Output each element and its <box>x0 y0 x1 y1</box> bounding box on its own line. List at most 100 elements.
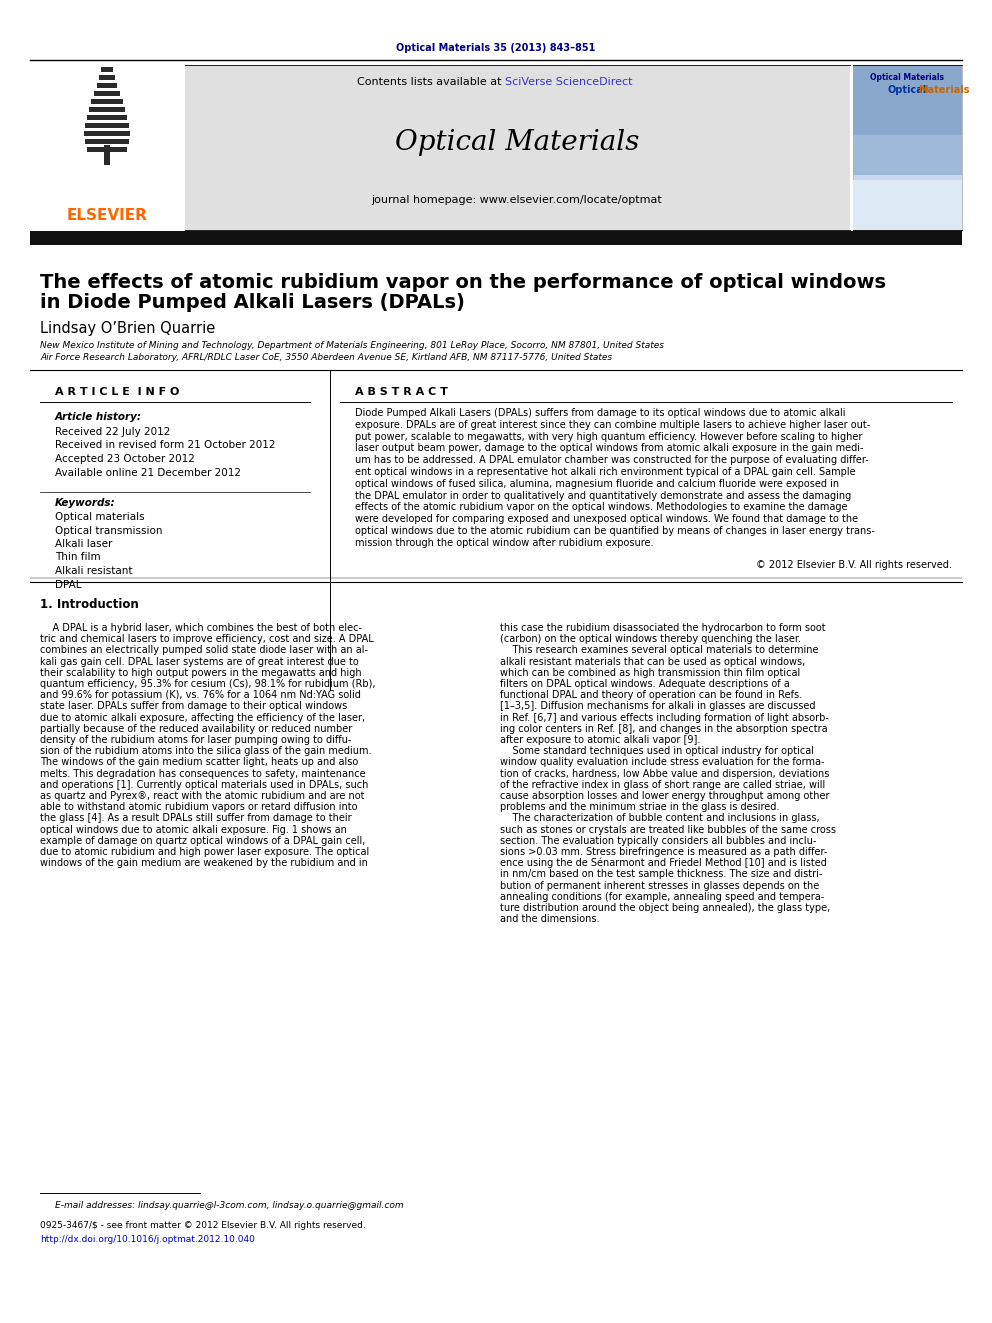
Text: able to withstand atomic rubidium vapors or retard diffusion into: able to withstand atomic rubidium vapors… <box>40 802 357 812</box>
Text: quantum efficiency, 95.3% for cesium (Cs), 98.1% for rubidium (Rb),: quantum efficiency, 95.3% for cesium (Cs… <box>40 679 376 689</box>
Text: kali gas gain cell. DPAL laser systems are of great interest due to: kali gas gain cell. DPAL laser systems a… <box>40 656 359 667</box>
Text: and 99.6% for potassium (K), vs. 76% for a 1064 nm Nd:YAG solid: and 99.6% for potassium (K), vs. 76% for… <box>40 691 361 700</box>
Text: were developed for comparing exposed and unexposed optical windows. We found tha: were developed for comparing exposed and… <box>355 515 858 524</box>
Text: A DPAL is a hybrid laser, which combines the best of both elec-: A DPAL is a hybrid laser, which combines… <box>40 623 362 632</box>
Text: Contents lists available at: Contents lists available at <box>357 77 505 87</box>
Text: annealing conditions (for example, annealing speed and tempera-: annealing conditions (for example, annea… <box>500 892 824 902</box>
Text: optical windows due to the atomic rubidium can be quantified by means of changes: optical windows due to the atomic rubidi… <box>355 527 875 536</box>
Text: laser output beam power, damage to the optical windows from atomic alkali exposu: laser output beam power, damage to the o… <box>355 443 863 454</box>
Text: This research examines several optical materials to determine: This research examines several optical m… <box>500 646 818 655</box>
Text: Alkali resistant: Alkali resistant <box>55 566 133 576</box>
Text: Thin film: Thin film <box>55 553 100 562</box>
Bar <box>101 67 113 71</box>
Bar <box>87 147 127 152</box>
Text: Optical transmission: Optical transmission <box>55 525 163 536</box>
Text: which can be combined as high transmission thin film optical: which can be combined as high transmissi… <box>500 668 801 677</box>
Text: mission through the optical window after rubidium exposure.: mission through the optical window after… <box>355 538 654 548</box>
Text: exposure. DPALs are of great interest since they can combine multiple lasers to : exposure. DPALs are of great interest si… <box>355 419 870 430</box>
Text: this case the rubidium disassociated the hydrocarbon to form soot: this case the rubidium disassociated the… <box>500 623 825 632</box>
Text: A B S T R A C T: A B S T R A C T <box>355 388 447 397</box>
Text: Received in revised form 21 October 2012: Received in revised form 21 October 2012 <box>55 441 276 451</box>
Text: tric and chemical lasers to improve efficiency, cost and size. A DPAL: tric and chemical lasers to improve effi… <box>40 634 374 644</box>
Text: tion of cracks, hardness, low Abbe value and dispersion, deviations: tion of cracks, hardness, low Abbe value… <box>500 769 829 779</box>
Text: density of the rubidium atoms for laser pumping owing to diffu-: density of the rubidium atoms for laser … <box>40 736 351 745</box>
Text: ELSEVIER: ELSEVIER <box>66 208 148 222</box>
Text: Some standard techniques used in optical industry for optical: Some standard techniques used in optical… <box>500 746 814 757</box>
Text: The characterization of bubble content and inclusions in glass,: The characterization of bubble content a… <box>500 814 819 823</box>
Bar <box>853 65 962 230</box>
Text: filters on DPAL optical windows. Adequate descriptions of a: filters on DPAL optical windows. Adequat… <box>500 679 790 689</box>
Text: journal homepage: www.elsevier.com/locate/optmat: journal homepage: www.elsevier.com/locat… <box>372 194 663 205</box>
Text: in nm/cm based on the test sample thickness. The size and distri-: in nm/cm based on the test sample thickn… <box>500 869 822 880</box>
Text: [1–3,5]. Diffusion mechanisms for alkali in glasses are discussed: [1–3,5]. Diffusion mechanisms for alkali… <box>500 701 815 712</box>
Text: combines an electrically pumped solid state diode laser with an al-: combines an electrically pumped solid st… <box>40 646 368 655</box>
Text: section. The evaluation typically considers all bubbles and inclu-: section. The evaluation typically consid… <box>500 836 816 845</box>
Bar <box>30 65 185 230</box>
Text: partially because of the reduced availability or reduced number: partially because of the reduced availab… <box>40 724 352 734</box>
Text: put power, scalable to megawatts, with very high quantum efficiency. However bef: put power, scalable to megawatts, with v… <box>355 431 862 442</box>
Text: ture distribution around the object being annealed), the glass type,: ture distribution around the object bein… <box>500 904 830 913</box>
Text: Article history:: Article history: <box>55 411 142 422</box>
Text: Optical: Optical <box>888 85 927 95</box>
Bar <box>104 146 110 165</box>
Text: state laser. DPALs suffer from damage to their optical windows: state laser. DPALs suffer from damage to… <box>40 701 347 712</box>
Text: DPAL: DPAL <box>55 579 81 590</box>
Text: sion of the rubidium atoms into the silica glass of the gain medium.: sion of the rubidium atoms into the sili… <box>40 746 371 757</box>
Bar <box>30 232 962 245</box>
Text: in Diode Pumped Alkali Lasers (DPALs): in Diode Pumped Alkali Lasers (DPALs) <box>40 294 465 312</box>
Text: example of damage on quartz optical windows of a DPAL gain cell,: example of damage on quartz optical wind… <box>40 836 365 845</box>
Text: in Ref. [6,7] and various effects including formation of light absorb-: in Ref. [6,7] and various effects includ… <box>500 713 829 722</box>
Text: E-mail addresses: lindsay.quarrie@l-3com.com, lindsay.o.quarrie@gmail.com: E-mail addresses: lindsay.quarrie@l-3com… <box>55 1200 404 1209</box>
Text: 1. Introduction: 1. Introduction <box>40 598 139 611</box>
Text: melts. This degradation has consequences to safety, maintenance: melts. This degradation has consequences… <box>40 769 366 779</box>
Text: after exposure to atomic alkali vapor [9].: after exposure to atomic alkali vapor [9… <box>500 736 700 745</box>
Text: Diode Pumped Alkali Lasers (DPALs) suffers from damage to its optical windows du: Diode Pumped Alkali Lasers (DPALs) suffe… <box>355 407 845 418</box>
Text: bution of permanent inherent stresses in glasses depends on the: bution of permanent inherent stresses in… <box>500 881 819 890</box>
Text: Received 22 July 2012: Received 22 July 2012 <box>55 427 171 437</box>
Bar <box>87 115 127 120</box>
Text: http://dx.doi.org/10.1016/j.optmat.2012.10.040: http://dx.doi.org/10.1016/j.optmat.2012.… <box>40 1236 255 1245</box>
Text: windows of the gain medium are weakened by the rubidium and in: windows of the gain medium are weakened … <box>40 859 368 868</box>
Bar <box>84 131 130 136</box>
Text: optical windows of fused silica, alumina, magnesium fluoride and calcium fluorid: optical windows of fused silica, alumina… <box>355 479 839 488</box>
Text: Optical materials: Optical materials <box>55 512 145 523</box>
Text: Alkali laser: Alkali laser <box>55 538 112 549</box>
Text: of the refractive index in glass of short range are called striae, will: of the refractive index in glass of shor… <box>500 779 825 790</box>
Bar <box>85 123 129 128</box>
Bar <box>185 65 850 230</box>
Text: Optical Materials: Optical Materials <box>395 130 639 156</box>
Text: their scalability to high output powers in the megawatts and high: their scalability to high output powers … <box>40 668 362 677</box>
Text: optical windows due to atomic alkali exposure. Fig. 1 shows an: optical windows due to atomic alkali exp… <box>40 824 347 835</box>
Bar <box>853 135 962 175</box>
Text: ence using the de Sénarmont and Friedel Method [10] and is listed: ence using the de Sénarmont and Friedel … <box>500 857 827 868</box>
Text: cause absorption losses and lower energy throughput among other: cause absorption losses and lower energy… <box>500 791 829 800</box>
Bar <box>85 139 129 144</box>
Text: 0925-3467/$ - see front matter © 2012 Elsevier B.V. All rights reserved.: 0925-3467/$ - see front matter © 2012 El… <box>40 1221 366 1229</box>
Text: SciVerse ScienceDirect: SciVerse ScienceDirect <box>505 77 633 87</box>
Text: (carbon) on the optical windows thereby quenching the laser.: (carbon) on the optical windows thereby … <box>500 634 801 644</box>
Text: sions >0.03 mm. Stress birefringence is measured as a path differ-: sions >0.03 mm. Stress birefringence is … <box>500 847 827 857</box>
Text: alkali resistant materials that can be used as optical windows,: alkali resistant materials that can be u… <box>500 656 806 667</box>
Text: functional DPAL and theory of operation can be found in Refs.: functional DPAL and theory of operation … <box>500 691 803 700</box>
Text: Materials: Materials <box>918 85 969 95</box>
Text: the DPAL emulator in order to qualitatively and quantitatively demonstrate and a: the DPAL emulator in order to qualitativ… <box>355 491 851 500</box>
Text: the glass [4]. As a result DPALs still suffer from damage to their: the glass [4]. As a result DPALs still s… <box>40 814 351 823</box>
Bar <box>94 91 120 97</box>
Text: ent optical windows in a representative hot alkali rich environment typical of a: ent optical windows in a representative … <box>355 467 856 478</box>
Text: due to atomic alkali exposure, affecting the efficiency of the laser,: due to atomic alkali exposure, affecting… <box>40 713 365 722</box>
Bar <box>853 180 962 230</box>
Text: New Mexico Institute of Mining and Technology, Department of Materials Engineeri: New Mexico Institute of Mining and Techn… <box>40 341 664 351</box>
Text: Lindsay O’Brien Quarrie: Lindsay O’Brien Quarrie <box>40 320 215 336</box>
Text: Optical Materials 35 (2013) 843–851: Optical Materials 35 (2013) 843–851 <box>397 44 595 53</box>
Text: such as stones or crystals are treated like bubbles of the same cross: such as stones or crystals are treated l… <box>500 824 836 835</box>
Text: window quality evaluation include stress evaluation for the forma-: window quality evaluation include stress… <box>500 757 824 767</box>
Text: and the dimensions.: and the dimensions. <box>500 914 599 925</box>
Text: due to atomic rubidium and high power laser exposure. The optical: due to atomic rubidium and high power la… <box>40 847 369 857</box>
Text: The windows of the gain medium scatter light, heats up and also: The windows of the gain medium scatter l… <box>40 757 358 767</box>
Bar <box>97 83 117 89</box>
Text: Air Force Research Laboratory, AFRL/RDLC Laser CoE, 3550 Aberdeen Avenue SE, Kir: Air Force Research Laboratory, AFRL/RDLC… <box>40 353 612 363</box>
Text: Optical Materials: Optical Materials <box>870 74 944 82</box>
Text: ing color centers in Ref. [8], and changes in the absorption spectra: ing color centers in Ref. [8], and chang… <box>500 724 827 734</box>
Text: Accepted 23 October 2012: Accepted 23 October 2012 <box>55 454 194 464</box>
Bar <box>853 65 962 135</box>
